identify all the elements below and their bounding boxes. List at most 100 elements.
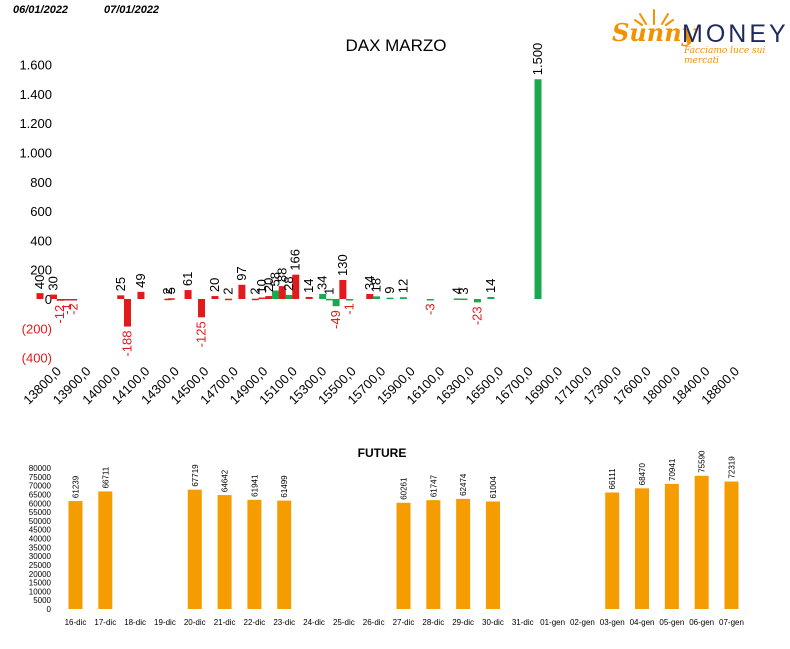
bar — [635, 488, 650, 609]
y-tick-label: 0 — [45, 292, 52, 307]
bar — [305, 296, 313, 299]
data-label: 2 — [220, 287, 235, 294]
y-tick-label: 65000 — [29, 490, 52, 499]
y-tick-label: 70000 — [29, 482, 52, 491]
x-tick-label: 06-gen — [689, 618, 714, 627]
bar — [453, 298, 461, 300]
bar — [399, 297, 407, 299]
bar — [63, 299, 71, 301]
y-tick-label: 25000 — [29, 561, 52, 570]
data-label: 3 — [456, 287, 471, 294]
data-label: 14 — [301, 278, 316, 292]
bar — [339, 279, 347, 299]
logo-tagline: Facciamo luce sui mercati — [684, 46, 766, 66]
x-tick-label: 29-dic — [452, 618, 474, 627]
logo-brand: Sunny — [612, 18, 696, 47]
data-label: 61004 — [489, 476, 498, 499]
bar — [137, 291, 145, 299]
bar — [251, 298, 259, 301]
data-label: 18 — [369, 278, 384, 292]
data-label: 10 — [254, 279, 269, 293]
data-label: 61499 — [280, 475, 289, 498]
data-label: 25 — [113, 277, 128, 291]
y-tick-label: 80000 — [29, 464, 52, 473]
y-tick-label: 20000 — [29, 570, 52, 579]
y-tick-label: 75000 — [29, 473, 52, 482]
y-tick-label: 0 — [47, 605, 52, 614]
bar — [426, 299, 434, 301]
bar — [117, 295, 125, 299]
x-tick-label: 25-dic — [333, 618, 355, 627]
data-label: 34 — [315, 276, 330, 290]
bar — [247, 499, 262, 609]
y-tick-label: 55000 — [29, 508, 52, 517]
data-label: 72319 — [728, 456, 737, 479]
bar — [49, 294, 57, 299]
data-label: 14 — [483, 278, 498, 292]
y-tick-label: 1.400 — [19, 87, 52, 102]
data-label: 20 — [207, 278, 222, 292]
y-tick-label: 15000 — [29, 579, 52, 588]
y-tick-label: 60000 — [29, 499, 52, 508]
chart-title: FUTURE — [358, 446, 407, 460]
data-label: 68470 — [638, 463, 647, 486]
x-tick-label: 20-dic — [184, 618, 206, 627]
data-label: 34 — [362, 276, 377, 290]
x-tick-label: 02-gen — [570, 618, 595, 627]
bar — [285, 294, 293, 299]
y-tick-label: (200) — [22, 321, 52, 336]
y-tick-label: 800 — [30, 175, 52, 190]
x-tick-label: 19-dic — [154, 618, 176, 627]
bar — [485, 501, 500, 609]
bar — [460, 298, 468, 301]
data-label: 20 — [261, 278, 276, 292]
bar — [456, 498, 471, 609]
x-tick-label: 30-dic — [482, 618, 504, 627]
y-tick-label: 600 — [30, 204, 52, 219]
bar — [167, 298, 175, 300]
data-label: 97 — [234, 266, 249, 280]
x-tick-label: 21-dic — [214, 618, 236, 627]
bar — [426, 500, 441, 609]
bar — [98, 491, 113, 609]
bar — [265, 296, 273, 299]
bar — [217, 495, 232, 609]
data-label: 61747 — [429, 474, 438, 497]
data-label: 66711 — [101, 466, 110, 488]
x-axis: 13800,013900,014000,014100,014300,014500… — [20, 364, 742, 408]
data-label: 58 — [268, 272, 283, 286]
bar — [36, 293, 44, 299]
data-label: 2 — [247, 287, 262, 294]
x-tick-label: 16-dic — [65, 618, 87, 627]
bar — [224, 298, 232, 301]
bar — [487, 296, 495, 299]
sunny-money-logo: Sunny MONEY Facciamo luce sui mercati — [604, 9, 786, 66]
data-label: 88 — [274, 268, 289, 282]
data-label: 9 — [382, 286, 397, 293]
y-tick-label: 1.200 — [19, 116, 52, 131]
bar — [373, 296, 380, 299]
bar — [332, 299, 340, 307]
data-label: 30 — [45, 276, 60, 290]
bar — [319, 294, 327, 299]
x-tick-label: 01-gen — [540, 618, 565, 627]
data-label: -1 — [59, 303, 74, 315]
data-label: -49 — [328, 310, 343, 329]
data-label: 130 — [335, 254, 350, 276]
date-to: 07/01/2022 — [104, 4, 160, 16]
bars — [36, 79, 542, 327]
data-labels: 4030-12-1-225-188492561-1252029721020588… — [32, 43, 545, 357]
sun-icon — [634, 9, 674, 26]
data-label: 75590 — [698, 450, 707, 473]
data-label: 1 — [321, 288, 336, 295]
bar — [258, 297, 266, 300]
data-label: 12 — [395, 279, 410, 293]
y-tick-label: 45000 — [29, 526, 52, 535]
chart-title: DAX MARZO — [345, 36, 446, 55]
data-label: 166 — [288, 249, 303, 271]
bar — [534, 79, 542, 299]
bar — [292, 274, 300, 299]
y-tick-label: 40000 — [29, 535, 52, 544]
bar — [277, 500, 292, 609]
x-tick-label: 27-dic — [393, 618, 415, 627]
